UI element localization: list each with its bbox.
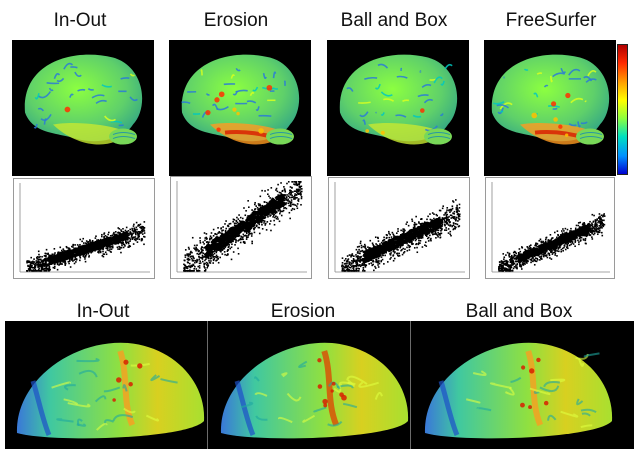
scatter-plot-erosion bbox=[170, 176, 312, 279]
brain-panel-freesurfer bbox=[484, 40, 616, 176]
brain-panel-erosion bbox=[169, 40, 311, 176]
colorbar bbox=[617, 44, 628, 175]
label-in-out-bottom: In-Out bbox=[76, 301, 130, 322]
brain-panel-ball-and-box bbox=[327, 40, 469, 176]
label-erosion-top: Erosion bbox=[203, 10, 269, 31]
label-in-out-top: In-Out bbox=[53, 10, 107, 31]
label-ball-and-box-top: Ball and Box bbox=[340, 10, 448, 31]
brain-panel-in-out bbox=[12, 40, 154, 176]
brain-surface bbox=[181, 54, 300, 142]
brain-surface bbox=[220, 342, 409, 439]
brain-surface bbox=[424, 342, 613, 439]
brain-surface bbox=[24, 54, 143, 142]
scatter-plot-freesurfer bbox=[485, 177, 615, 279]
panel-divider bbox=[207, 321, 208, 449]
bottom-brain-strip bbox=[5, 321, 634, 449]
scatter-plot-ball-and-box bbox=[328, 177, 470, 279]
label-freesurfer-top: FreeSurfer bbox=[505, 10, 597, 31]
scatter-plot-in-out bbox=[13, 178, 155, 279]
label-erosion-bottom: Erosion bbox=[270, 301, 336, 322]
brain-surface bbox=[491, 54, 610, 142]
brain-surface bbox=[339, 54, 458, 142]
panel-divider bbox=[410, 321, 411, 449]
label-ball-and-box-bottom: Ball and Box bbox=[465, 301, 573, 322]
